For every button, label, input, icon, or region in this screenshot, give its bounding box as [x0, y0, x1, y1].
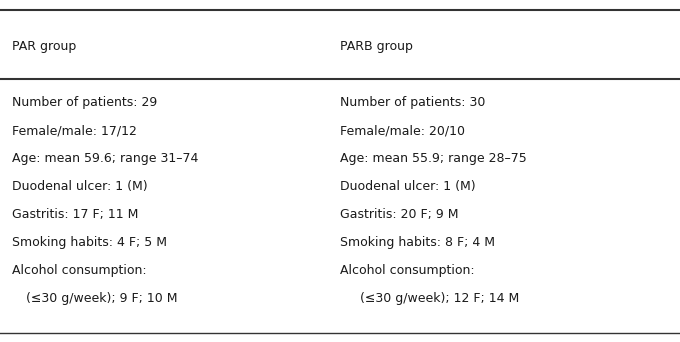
Text: (≤30 g/week); 9 F; 10 M: (≤30 g/week); 9 F; 10 M [26, 292, 177, 305]
Text: Female/male: 20/10: Female/male: 20/10 [340, 124, 465, 137]
Text: Smoking habits: 4 F; 5 M: Smoking habits: 4 F; 5 M [12, 236, 167, 249]
Text: Number of patients: 30: Number of patients: 30 [340, 96, 486, 109]
Text: Smoking habits: 8 F; 4 M: Smoking habits: 8 F; 4 M [340, 236, 495, 249]
Text: Alcohol consumption:: Alcohol consumption: [340, 264, 475, 277]
Text: Age: mean 59.6; range 31–74: Age: mean 59.6; range 31–74 [12, 152, 199, 165]
Text: Gastritis: 17 F; 11 M: Gastritis: 17 F; 11 M [12, 208, 139, 221]
Text: Age: mean 55.9; range 28–75: Age: mean 55.9; range 28–75 [340, 152, 527, 165]
Text: Female/male: 17/12: Female/male: 17/12 [12, 124, 137, 137]
Text: Gastritis: 20 F; 9 M: Gastritis: 20 F; 9 M [340, 208, 458, 221]
Text: Duodenal ulcer: 1 (M): Duodenal ulcer: 1 (M) [340, 180, 475, 193]
Text: Duodenal ulcer: 1 (M): Duodenal ulcer: 1 (M) [12, 180, 148, 193]
Text: Number of patients: 29: Number of patients: 29 [12, 96, 158, 109]
Text: PARB group: PARB group [340, 40, 413, 53]
Text: Alcohol consumption:: Alcohol consumption: [12, 264, 147, 277]
Text: PAR group: PAR group [12, 40, 76, 53]
Text: (≤30 g/week); 12 F; 14 M: (≤30 g/week); 12 F; 14 M [360, 292, 520, 305]
